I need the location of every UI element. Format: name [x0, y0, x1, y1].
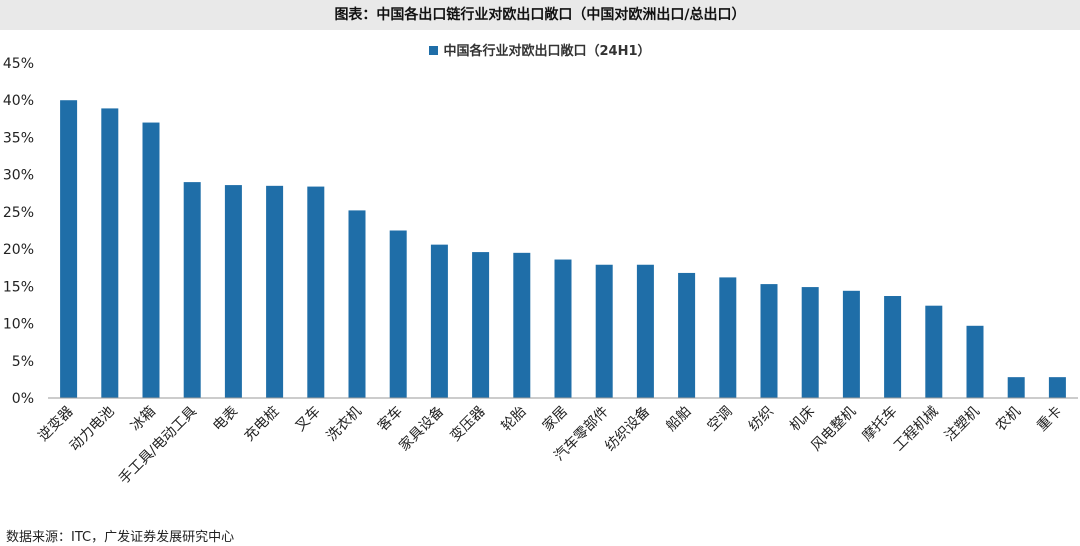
bars [60, 100, 1066, 399]
y-tick-label: 0% [12, 391, 34, 407]
bar [430, 244, 448, 398]
legend-swatch [429, 46, 439, 55]
bar [389, 230, 407, 398]
y-tick-label: 5% [12, 354, 34, 370]
y-tick-label: 20% [3, 242, 34, 258]
x-tick-label: 空调 [705, 404, 736, 435]
y-tick-label: 30% [3, 168, 34, 184]
bar [966, 325, 984, 398]
bar [266, 185, 284, 398]
y-tick-label: 45% [3, 56, 34, 72]
bar [842, 290, 860, 398]
bar [101, 108, 119, 399]
bar [348, 210, 366, 398]
y-tick-label: 40% [3, 93, 34, 109]
x-tick-label: 家具设备 [396, 403, 448, 455]
legend: 中国各行业对欧出口敞口（24H1） [0, 40, 1080, 59]
bar [142, 122, 160, 399]
bar [1048, 377, 1066, 398]
bar [513, 252, 531, 398]
x-tick-label: 充电桩 [241, 403, 283, 445]
y-tick-label: 35% [3, 130, 34, 146]
y-tick-label: 10% [3, 317, 34, 333]
bar [595, 264, 613, 398]
x-tick-label: 洗衣机 [324, 404, 365, 445]
y-tick-label: 25% [3, 205, 34, 221]
x-tick-label: 客车 [374, 403, 406, 435]
y-axis-labels: 0% 5% 10% 15% 20% 25% 30% 35% 40% 45% [3, 56, 34, 407]
bar [636, 264, 654, 398]
x-tick-label: 轮胎 [499, 404, 530, 435]
bar [183, 182, 201, 398]
legend-label: 中国各行业对欧出口敞口（24H1） [443, 44, 651, 59]
bar [554, 259, 572, 398]
bar [60, 100, 78, 398]
bar [925, 305, 943, 398]
bar [1007, 377, 1025, 398]
x-tick-label: 工程机械 [891, 404, 942, 455]
x-tick-label: 纺织 [746, 404, 777, 435]
x-tick-label: 农机 [993, 404, 1024, 435]
source-note: 数据来源：ITC，广发证券发展研究中心 [6, 530, 235, 545]
x-tick-label: 纺织设备 [602, 403, 654, 455]
x-tick-label: 注塑机 [942, 404, 983, 445]
x-tick-label: 风电整机 [808, 404, 859, 455]
y-tick-label: 15% [3, 279, 34, 295]
bar [678, 272, 696, 398]
x-tick-label: 叉车 [292, 403, 324, 435]
x-tick-label: 家居 [539, 403, 571, 435]
x-tick-label: 冰箱 [128, 404, 159, 435]
x-tick-label: 手工具/电动工具 [116, 404, 200, 488]
x-tick-label: 变压器 [447, 404, 488, 445]
x-tick-label: 动力电池 [67, 404, 118, 455]
bar [760, 284, 778, 398]
bar [884, 296, 902, 398]
bar [224, 185, 242, 398]
chart-title: 图表：中国各出口链行业对欧出口敞口（中国对欧洲出口/总出口） [0, 0, 1080, 30]
bar [719, 277, 737, 398]
bar [801, 287, 819, 398]
bar [472, 252, 490, 398]
x-tick-label: 船舶 [663, 404, 694, 435]
x-tick-label: 电表 [210, 404, 241, 435]
x-tick-label: 机床 [787, 404, 818, 435]
x-tick-label: 重卡 [1034, 404, 1065, 435]
bar [307, 186, 325, 398]
